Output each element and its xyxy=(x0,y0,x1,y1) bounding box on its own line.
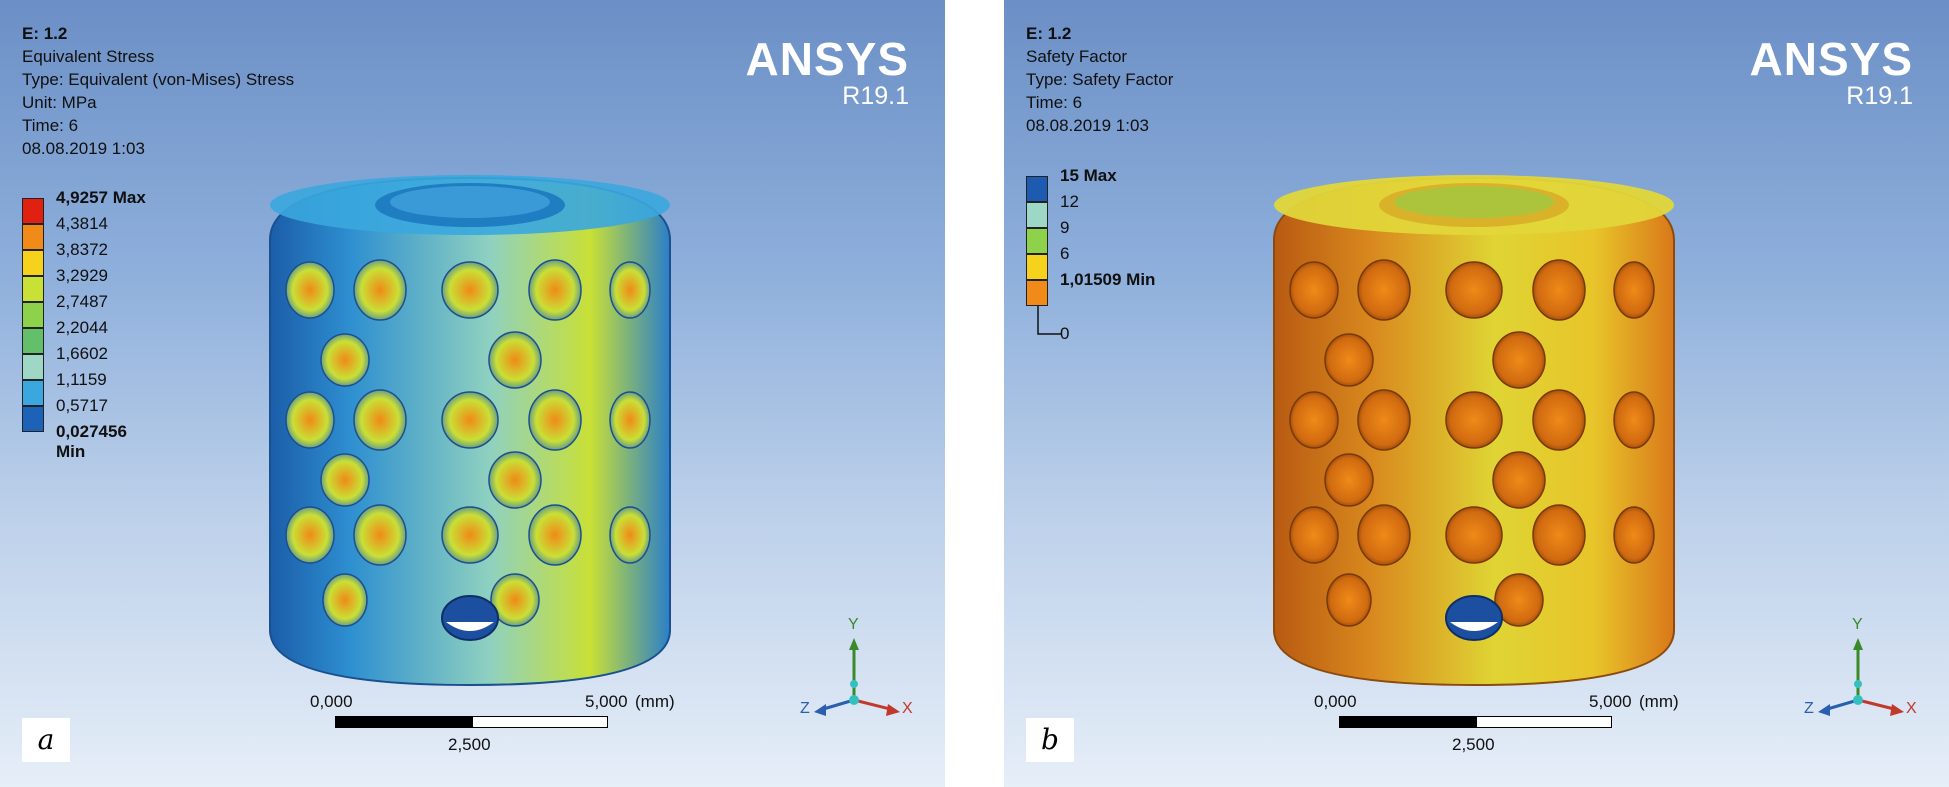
scale-unit-label: (mm) xyxy=(635,692,675,711)
legend-swatch xyxy=(22,276,44,302)
legend-swatch xyxy=(22,380,44,406)
result-viewport-equivalent-stress[interactable]: E: 1.2 Equivalent Stress Type: Equivalen… xyxy=(0,0,945,787)
legend-swatch xyxy=(1026,254,1048,280)
legend-swatch xyxy=(1026,202,1048,228)
legend-label: 3,8372 xyxy=(56,240,108,259)
lattice-cylinder-model[interactable] xyxy=(260,160,680,700)
legend-label: 2,2044 xyxy=(56,318,108,337)
legend-swatch xyxy=(22,354,44,380)
legend-swatch xyxy=(22,302,44,328)
legend-label: 1,6602 xyxy=(56,344,108,363)
info-line: Type: Equivalent (von-Mises) Stress xyxy=(22,70,295,89)
info-line: Type: Safety Factor xyxy=(1026,70,1174,89)
legend-row: 4,3814 xyxy=(22,214,282,250)
scale-unit-label: (mm) xyxy=(1639,692,1679,711)
scale-bar: 0,000 5,000 (mm) 2,500 xyxy=(1314,692,1679,762)
legend-label: 4,3814 xyxy=(56,214,108,233)
info-line: Time: 6 xyxy=(1026,93,1083,112)
brand-version: R19.1 xyxy=(1846,82,1913,110)
panel-tag: b xyxy=(1026,718,1074,762)
scale-right-label: 5,000 xyxy=(585,692,628,711)
info-line: 08.08.2019 1:03 xyxy=(22,139,145,158)
legend-label: 0,5717 xyxy=(56,396,108,415)
result-info-block: E: 1.2 Equivalent Stress Type: Equivalen… xyxy=(22,22,294,160)
legend-label: 1,1159 xyxy=(56,370,107,389)
triad-y-label: Y xyxy=(848,616,859,633)
legend-row: 1,6602 xyxy=(22,344,282,380)
triad-z-label: Z xyxy=(800,700,810,717)
legend-label: 4,9257 Max xyxy=(56,188,146,207)
ansys-logo: ANSYS R19.1 xyxy=(1750,36,1913,110)
info-line: Time: 6 xyxy=(22,116,79,135)
scale-bar-light xyxy=(1476,716,1612,728)
legend-row: 4,9257 Max xyxy=(22,188,282,224)
info-line: E: 1.2 xyxy=(1026,24,1072,43)
panel-tag: a xyxy=(22,718,70,762)
legend-label: 6 xyxy=(1060,244,1070,263)
scale-left-label: 0,000 xyxy=(1314,692,1357,711)
legend-swatch xyxy=(22,224,44,250)
legend-label: 9 xyxy=(1060,218,1070,237)
scale-bar-dark xyxy=(335,716,473,728)
triad-z-label: Z xyxy=(1804,700,1814,717)
legend-swatch xyxy=(22,250,44,276)
legend-swatch xyxy=(22,198,44,224)
result-viewport-safety-factor[interactable]: E: 1.2 Safety Factor Type: Safety Factor… xyxy=(1004,0,1949,787)
info-line: Equivalent Stress xyxy=(22,47,155,66)
info-line: Unit: MPa xyxy=(22,93,97,112)
legend-row: 6 xyxy=(1026,244,1286,280)
legend-row: 12 xyxy=(1026,192,1286,228)
legend-row: 2,7487 xyxy=(22,292,282,328)
legend-row: 3,8372 xyxy=(22,240,282,276)
info-line: E: 1.2 xyxy=(22,24,68,43)
legend-label: 2,7487 xyxy=(56,292,108,311)
legend-swatch xyxy=(22,328,44,354)
axis-triad-icon xyxy=(814,638,900,716)
scale-right-label: 5,000 xyxy=(1589,692,1632,711)
legend-swatch xyxy=(1026,228,1048,254)
legend-row: 15 Max xyxy=(1026,166,1286,202)
legend-label: 1,01509 Min xyxy=(1060,270,1156,289)
legend-swatch xyxy=(1026,280,1048,306)
lattice-cylinder-model[interactable] xyxy=(1264,160,1684,700)
scale-bar-dark xyxy=(1339,716,1477,728)
triad-x-label: X xyxy=(1906,700,1917,717)
legend-row: 1,1159 xyxy=(22,370,282,406)
legend-label: 15 Max xyxy=(1060,166,1117,185)
legend-row: 0,5717 xyxy=(22,396,282,432)
legend-row: 3,2929 xyxy=(22,266,282,302)
scale-mid-label: 2,500 xyxy=(1452,735,1495,754)
legend-min-label: 0,027456 Min xyxy=(56,422,127,461)
ansys-logo: ANSYS R19.1 xyxy=(746,36,909,110)
brand-version: R19.1 xyxy=(842,82,909,110)
scale-bar: 0,000 5,000 (mm) 2,500 xyxy=(310,692,675,762)
brand-name: ANSYS xyxy=(745,33,909,85)
legend-row: 9 xyxy=(1026,218,1286,254)
scale-left-label: 0,000 xyxy=(310,692,353,711)
triad-x-label: X xyxy=(902,700,913,717)
legend-row: 1,01509 Min xyxy=(1026,270,1286,306)
triad-y-label: Y xyxy=(1852,616,1863,633)
legend-zero-label: 0 xyxy=(1060,324,1070,343)
legend-swatch xyxy=(22,406,44,432)
info-line: Safety Factor xyxy=(1026,47,1128,66)
legend-label: 12 xyxy=(1060,192,1079,211)
legend-swatch xyxy=(1026,176,1048,202)
axis-triad[interactable]: Y Z X xyxy=(1802,612,1922,722)
result-info-block: E: 1.2 Safety Factor Type: Safety Factor… xyxy=(1026,22,1173,137)
axis-triad-icon xyxy=(1818,638,1904,716)
legend-zero-tick xyxy=(1037,306,1062,335)
info-line: 08.08.2019 1:03 xyxy=(1026,116,1149,135)
axis-triad[interactable]: Y Z X xyxy=(798,612,918,722)
scale-mid-label: 2,500 xyxy=(448,735,491,754)
legend-label: 3,2929 xyxy=(56,266,108,285)
scale-bar-light xyxy=(472,716,608,728)
brand-name: ANSYS xyxy=(1749,33,1913,85)
legend-row: 2,2044 xyxy=(22,318,282,354)
